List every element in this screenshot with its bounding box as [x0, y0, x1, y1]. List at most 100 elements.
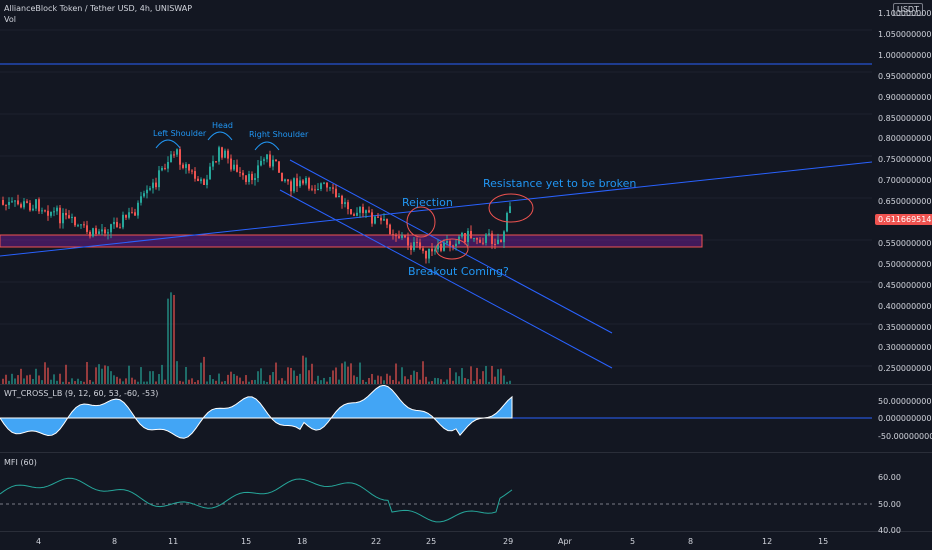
candle-body: [500, 239, 502, 243]
candle-body: [374, 216, 376, 224]
candle-body: [161, 167, 163, 171]
volume-bar: [8, 380, 10, 384]
candle-body: [137, 202, 139, 216]
volume-bar: [272, 371, 274, 384]
channel-lower: [279, 189, 613, 369]
candle-body: [356, 212, 358, 216]
candle-body: [407, 237, 409, 246]
pane-divider-2[interactable]: [0, 452, 932, 453]
candle-body: [434, 249, 436, 252]
candle-body: [485, 234, 487, 243]
volume-bar: [32, 378, 34, 384]
time-tick: 11: [168, 537, 179, 546]
candle-body: [173, 154, 175, 156]
volume-bar: [353, 375, 355, 384]
pane-divider-1[interactable]: [0, 384, 932, 385]
candle-body: [455, 243, 457, 247]
candle-body: [257, 165, 259, 179]
candle-body: [38, 199, 40, 212]
candle-body: [296, 178, 298, 187]
candle-body: [386, 219, 388, 225]
wt-axis-top: 50.0000000000: [878, 397, 932, 406]
candle-body: [413, 242, 415, 250]
candle-body: [113, 221, 115, 225]
candle-body: [158, 170, 160, 188]
candle-body: [251, 173, 253, 181]
price-axis[interactable]: [872, 0, 932, 384]
candle-body: [44, 210, 46, 212]
volume-bar: [233, 374, 235, 384]
candle-body: [305, 178, 307, 184]
volume-bar: [440, 379, 442, 384]
candle-body: [428, 248, 430, 259]
candle-body: [167, 162, 169, 169]
candle-body: [140, 196, 142, 203]
head-arc: [207, 131, 233, 141]
volume-bar: [464, 377, 466, 384]
time-tick: 8: [688, 537, 694, 546]
candle-body: [446, 241, 448, 243]
chart-title: AllianceBlock Token / Tether USD, 4h, UN…: [4, 4, 193, 13]
volume-bar: [446, 379, 448, 384]
candle-body: [275, 159, 277, 162]
volume-bar: [449, 367, 451, 384]
currency-badge[interactable]: USDT: [893, 3, 923, 16]
candle-body: [53, 211, 55, 213]
volume-bar: [95, 367, 97, 384]
candle-body: [449, 241, 451, 246]
candle-body: [41, 210, 43, 212]
volume-bar: [338, 379, 340, 384]
candle-body: [224, 150, 226, 158]
volume-bar: [176, 361, 178, 384]
price-tick: 0.3000000000: [878, 343, 932, 353]
candle-body: [200, 179, 202, 182]
mfi-axis-bot: 40.00: [878, 526, 901, 535]
head-label: Head: [212, 121, 233, 130]
candle-body: [422, 248, 424, 251]
price-tick: 1.0000000000: [878, 50, 932, 60]
volume-bar: [89, 379, 91, 384]
volume-bar: [488, 381, 490, 384]
candle-body: [347, 202, 349, 210]
candle-body: [245, 175, 247, 182]
volume-bar: [266, 381, 268, 384]
right-shoulder-arc: [254, 141, 280, 151]
candle-body: [47, 210, 49, 216]
candle-body: [128, 212, 130, 218]
candle-body: [110, 224, 112, 233]
volume-bar: [482, 371, 484, 384]
pane-divider-3[interactable]: [0, 531, 932, 532]
candle-body: [149, 188, 151, 190]
candle-body: [359, 206, 361, 213]
volume-bar: [350, 363, 352, 384]
volume-bar: [41, 380, 43, 384]
candle-body: [425, 250, 427, 259]
candle-body: [242, 172, 244, 176]
volume-bar: [401, 367, 403, 384]
volume-bar: [68, 381, 70, 384]
wt-axis-bot: -50.0000000000: [878, 432, 932, 441]
candle-body: [215, 161, 217, 163]
candle-body: [131, 212, 133, 214]
volume-bar: [152, 371, 154, 384]
volume-bar: [65, 364, 67, 384]
volume-bar: [26, 375, 28, 384]
mfi-line: [0, 477, 513, 523]
candle-body: [509, 206, 511, 213]
wt-axis-mid: 0.0000000000: [878, 414, 932, 423]
candle-body: [320, 183, 322, 190]
candle-body: [431, 248, 433, 252]
volume-bar: [134, 379, 136, 384]
candle-body: [317, 189, 319, 191]
price-tick: 1.1000000000: [878, 9, 932, 18]
wt-area: [0, 384, 513, 439]
volume-bar: [74, 381, 76, 384]
breakout-label: Breakout Coming?: [408, 265, 509, 278]
mfi-legend[interactable]: MFI (60): [4, 458, 37, 467]
wt-legend[interactable]: WT_CROSS_LB (9, 12, 60, 53, -60, -53): [4, 389, 159, 398]
candle-body: [191, 170, 193, 172]
volume-bar: [2, 378, 4, 384]
volume-bar: [38, 375, 40, 384]
volume-bar: [311, 363, 313, 384]
volume-bar: [335, 367, 337, 384]
